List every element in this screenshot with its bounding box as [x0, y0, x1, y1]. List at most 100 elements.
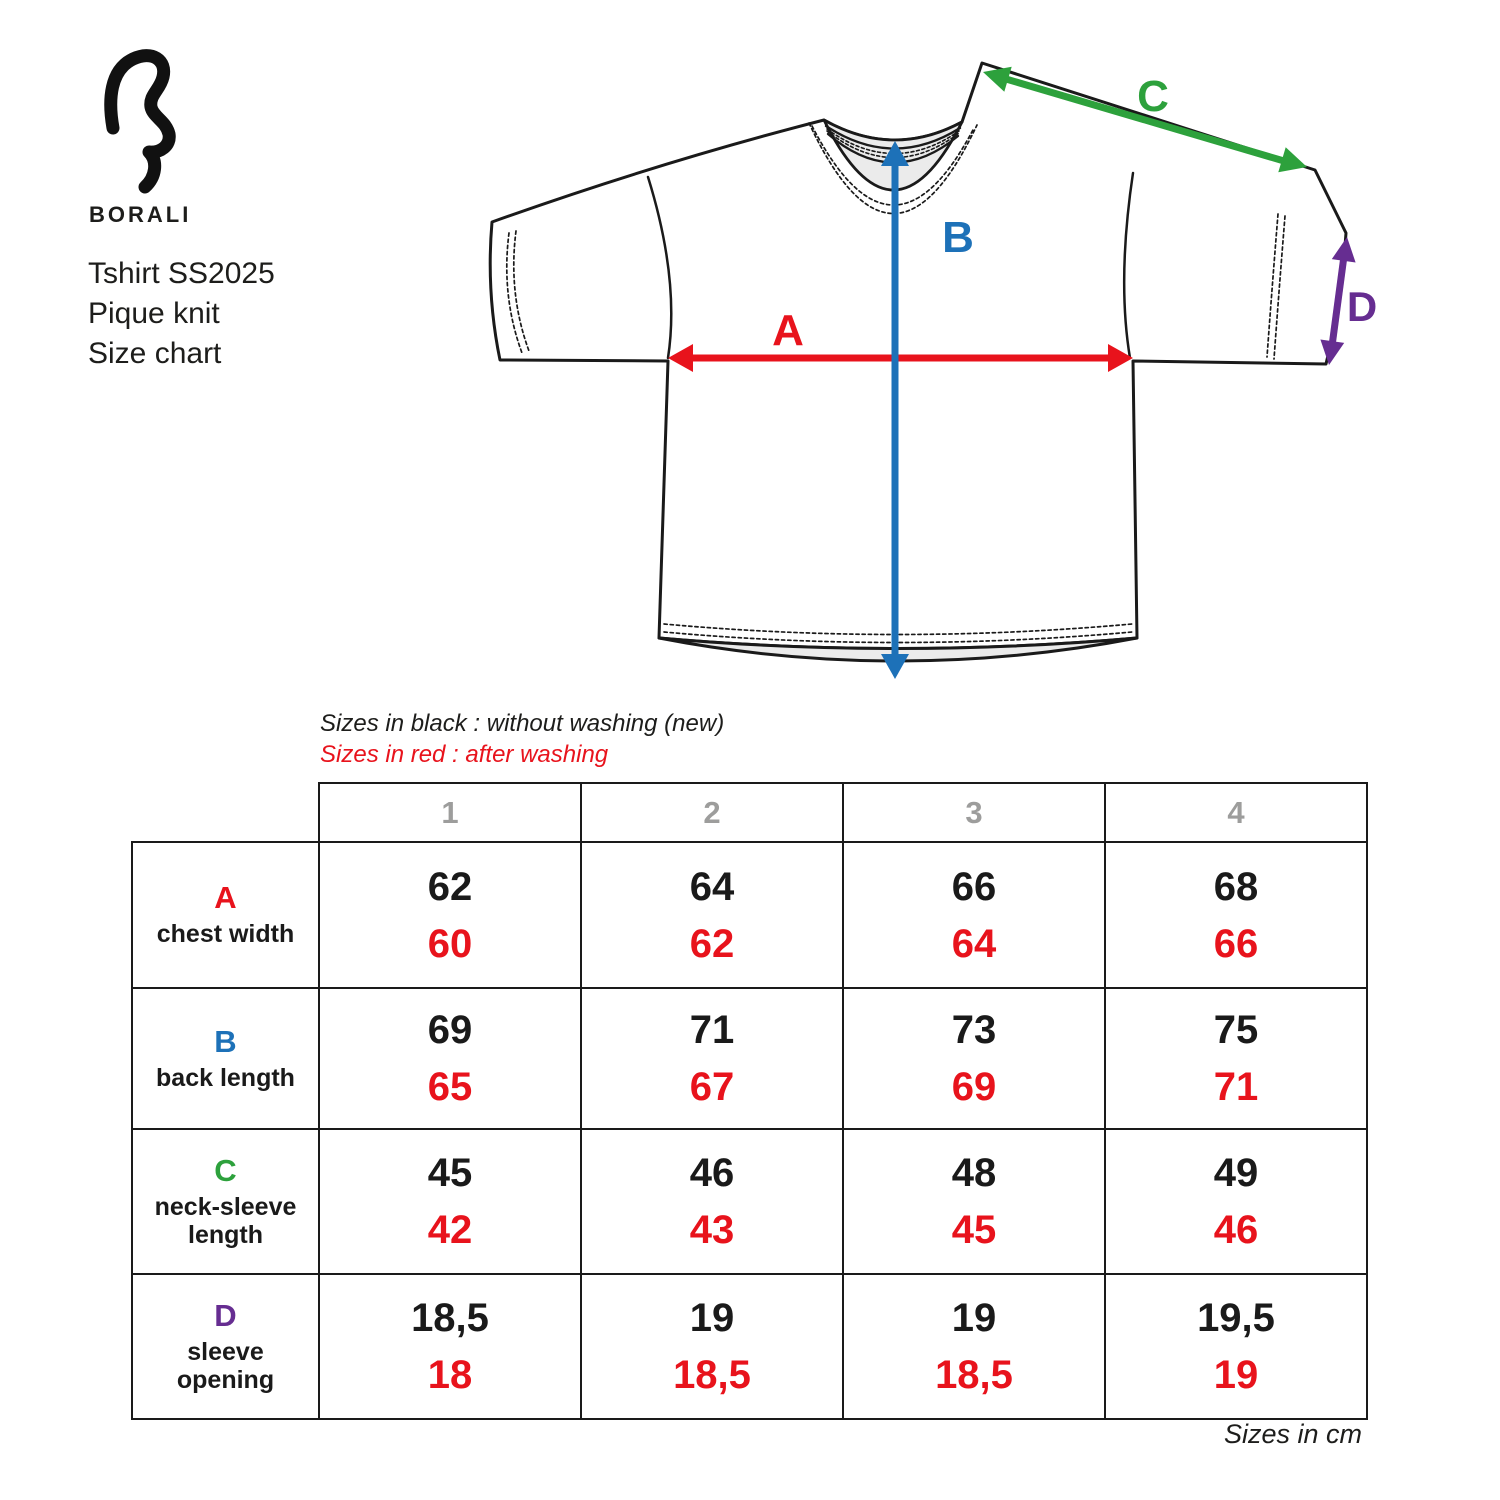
- value-washed: 42: [427, 1208, 473, 1252]
- left-sleeve-stitch-1: [505, 232, 523, 354]
- value-washed: 19: [1213, 1353, 1259, 1397]
- value-washed: 18: [427, 1353, 473, 1397]
- cell-d2: 19 18,5: [580, 1273, 844, 1420]
- measure-key-d: D: [214, 1297, 237, 1333]
- row-header-d: D sleeve opening: [131, 1273, 320, 1420]
- value-new: 69: [427, 1008, 473, 1052]
- value-washed: 64: [951, 921, 997, 966]
- measure-label-a: A: [772, 306, 804, 355]
- row-label-b: back length: [156, 1063, 295, 1092]
- row-label-c: neck-sleeve length: [154, 1192, 297, 1249]
- value-washed: 45: [951, 1208, 997, 1252]
- right-sleeve-stitch-1: [1266, 213, 1279, 358]
- value-new: 19: [951, 1296, 997, 1340]
- collar-band-stitch-1: [826, 128, 960, 155]
- value-washed: 69: [951, 1065, 997, 1109]
- left-sleeve-stitch-2: [512, 230, 530, 352]
- row-label-d: sleeve opening: [176, 1337, 275, 1394]
- tshirt-measurement-diagram: A B C D: [488, 61, 1377, 679]
- table-row-sleeve-opening: D sleeve opening 18,5 18 19 18,5 19 18,5: [131, 1273, 1368, 1420]
- measure-key-a: A: [214, 880, 237, 915]
- value-new: 73: [951, 1008, 997, 1052]
- title-line-2: Pique knit: [88, 297, 220, 330]
- column-header-3: 3: [842, 782, 1106, 843]
- measure-arrow-b: [881, 141, 909, 679]
- table-header-row: 1 2 3 4: [132, 782, 1368, 843]
- brand-logo-icon: [104, 49, 176, 194]
- value-new: 62: [427, 864, 473, 909]
- value-washed: 67: [689, 1065, 735, 1109]
- measure-key-c: C: [214, 1152, 237, 1188]
- value-washed: 66: [1213, 921, 1259, 966]
- cell-b1: 69 65: [318, 987, 582, 1130]
- left-armhole-seam: [646, 175, 673, 360]
- right-armhole-seam: [1122, 171, 1135, 360]
- value-washed: 18,5: [935, 1353, 1013, 1397]
- value-washed: 18,5: [673, 1353, 751, 1397]
- value-new: 64: [689, 864, 735, 909]
- value-new: 68: [1213, 864, 1259, 909]
- value-new: 45: [427, 1151, 473, 1195]
- value-new: 66: [951, 864, 997, 909]
- row-header-a: A chest width: [131, 841, 320, 989]
- legend: Sizes in black : without washing (new) S…: [320, 708, 724, 770]
- cell-b2: 71 67: [580, 987, 844, 1130]
- value-new: 18,5: [411, 1296, 489, 1340]
- table-corner-cell: [132, 783, 319, 842]
- cell-a2: 64 62: [580, 841, 844, 989]
- row-header-c: C neck-sleeve length: [131, 1128, 320, 1275]
- value-washed: 71: [1213, 1065, 1259, 1109]
- title-line-1: Tshirt SS2025: [88, 257, 275, 290]
- cell-a1: 62 60: [318, 841, 582, 989]
- cell-a3: 66 64: [842, 841, 1106, 989]
- title-line-3: Size chart: [88, 337, 222, 370]
- measure-label-d: D: [1347, 283, 1377, 330]
- value-washed: 43: [689, 1208, 735, 1252]
- row-label-a: chest width: [156, 920, 295, 948]
- value-washed: 46: [1213, 1208, 1259, 1252]
- column-header-2: 2: [580, 782, 844, 843]
- cell-b3: 73 69: [842, 987, 1106, 1130]
- measure-key-b: B: [214, 1023, 237, 1059]
- measure-arrow-c: [983, 66, 1307, 173]
- value-washed: 62: [689, 921, 735, 966]
- product-title: Tshirt SS2025 Pique knit Size chart: [88, 254, 275, 374]
- value-new: 71: [689, 1008, 735, 1052]
- measure-arrow-d: [1320, 237, 1356, 365]
- cell-b4: 75 71: [1104, 987, 1368, 1130]
- hem-stitch-2: [663, 631, 1133, 644]
- value-new: 48: [951, 1151, 997, 1195]
- hem-stitch-1: [663, 623, 1133, 636]
- value-new: 46: [689, 1151, 735, 1195]
- size-table-container: 1 2 3 4 A chest width 62 60 64: [131, 782, 1368, 1420]
- measure-label-c: C: [1137, 72, 1169, 121]
- value-new: 75: [1213, 1008, 1259, 1052]
- value-new: 19: [689, 1296, 735, 1340]
- row-header-b: B back length: [131, 987, 320, 1130]
- value-washed: 65: [427, 1065, 473, 1109]
- legend-red-line: Sizes in red : after washing: [320, 741, 609, 768]
- legend-black-line: Sizes in black : without washing (new): [320, 710, 725, 737]
- measure-arrow-a: [668, 344, 1133, 372]
- measure-label-b: B: [942, 213, 974, 262]
- table-row-back-length: B back length 69 65 71 67 73 69 75 71: [131, 987, 1368, 1130]
- column-header-4: 4: [1104, 782, 1368, 843]
- neck-stitch-2: [808, 122, 978, 215]
- right-sleeve-stitch-2: [1273, 215, 1286, 360]
- column-header-1: 1: [318, 782, 582, 843]
- brand-name: BORALI: [89, 202, 192, 227]
- value-washed: 60: [427, 921, 473, 966]
- cell-c2: 46 43: [580, 1128, 844, 1275]
- units-note: Sizes in cm: [1223, 1419, 1362, 1449]
- cell-c4: 49 46: [1104, 1128, 1368, 1275]
- cell-d4: 19,5 19: [1104, 1273, 1368, 1420]
- tshirt-outline: [488, 61, 1348, 663]
- cell-c1: 45 42: [318, 1128, 582, 1275]
- cell-d3: 19 18,5: [842, 1273, 1106, 1420]
- cell-a4: 68 66: [1104, 841, 1368, 989]
- cell-c3: 48 45: [842, 1128, 1106, 1275]
- value-new: 19,5: [1197, 1296, 1275, 1340]
- cell-d1: 18,5 18: [318, 1273, 582, 1420]
- size-table: 1 2 3 4 A chest width 62 60 64: [131, 782, 1368, 1420]
